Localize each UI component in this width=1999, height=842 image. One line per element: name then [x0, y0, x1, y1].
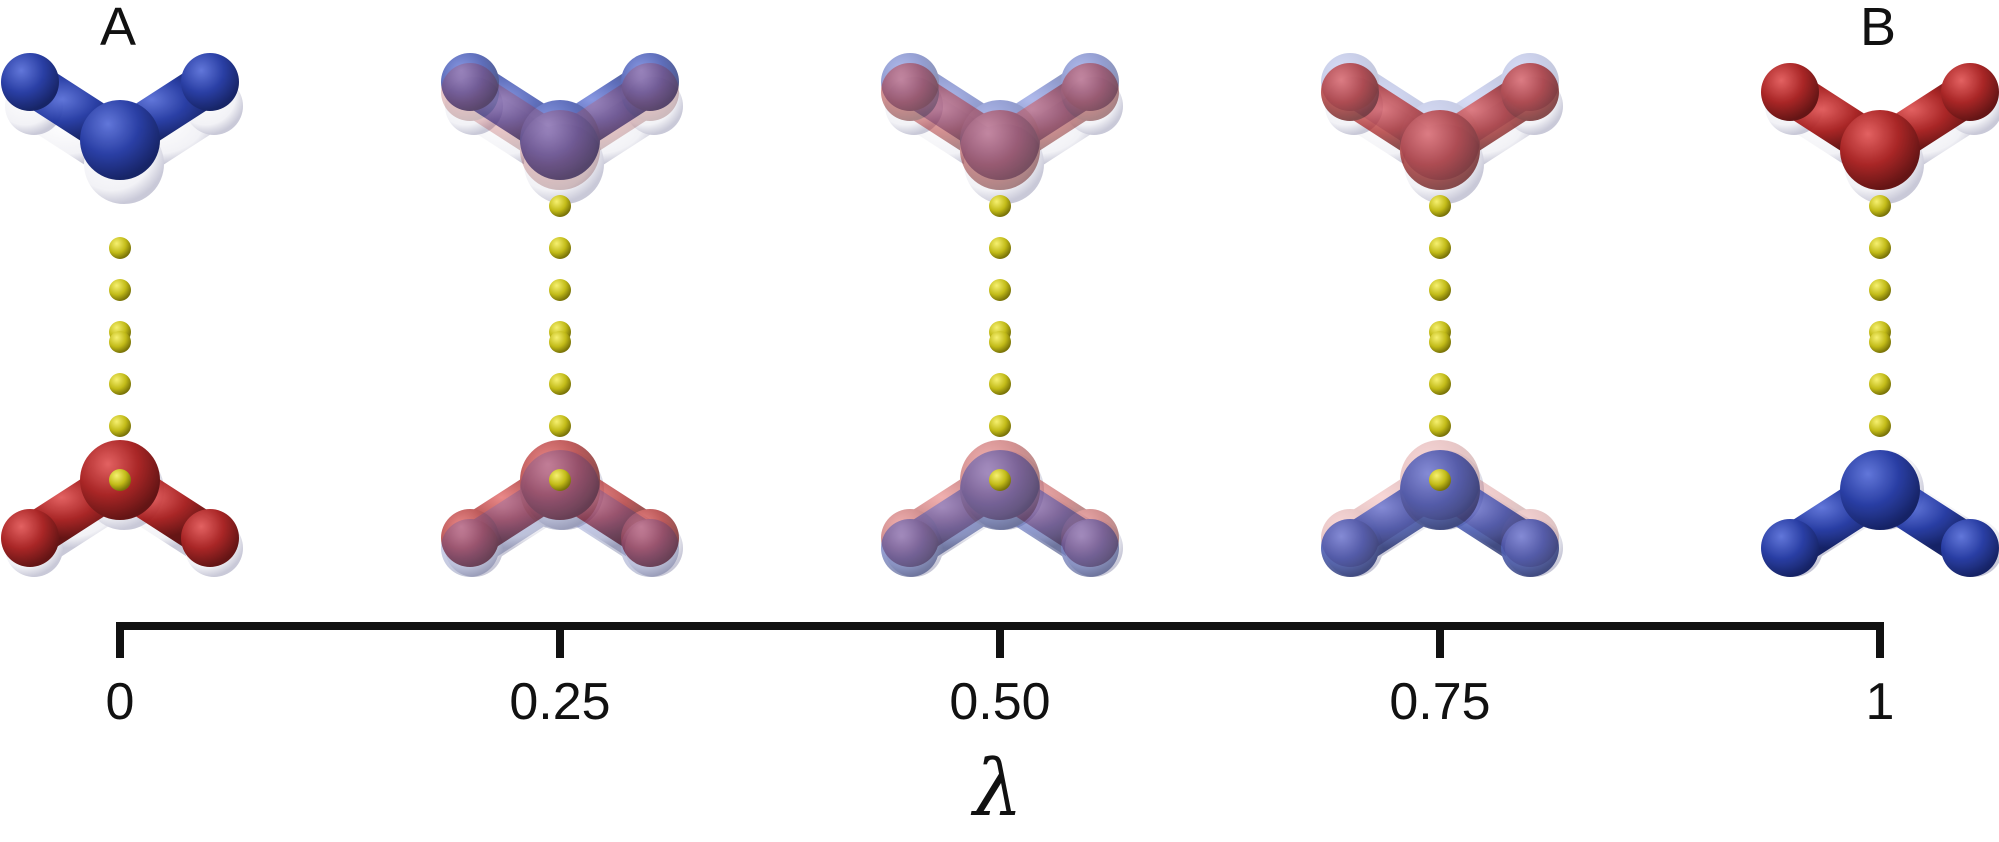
axis-title: λ [973, 744, 1023, 834]
tick-label-2: 0.50 [949, 673, 1051, 731]
structure-4-bottom-blue-atom-right [1941, 519, 1999, 577]
structure-3-bottom-blue-atom-left [1321, 519, 1379, 577]
structure-4-top-dummy-2 [1869, 279, 1891, 301]
structure-0-bottom-dummy-0 [109, 331, 131, 353]
structure-0-top-dummy-1 [109, 279, 131, 301]
tick-label-1: 0.25 [509, 673, 611, 731]
structure-3-top-dummy-1 [1429, 237, 1451, 259]
tick-label-3: 0.75 [1389, 673, 1491, 731]
structure-0-top-red-atom-center [80, 110, 160, 190]
structure-4-top-red-atom-left [1761, 63, 1819, 121]
state-b-label: B [1860, 0, 1897, 57]
structure-0-bottom-blue-atom-left [1, 519, 59, 577]
structure-2-bottom-blue [881, 450, 1119, 577]
structure-2-bottom-dummy-2 [989, 415, 1011, 437]
structure-1-top-dummy-0 [549, 195, 571, 217]
structure-2-top-red-atom-right [1061, 63, 1119, 121]
structure-2-top-dummy-2 [989, 279, 1011, 301]
structure-4 [1761, 63, 1999, 577]
structure-3 [1321, 53, 1563, 577]
structure-0-top-red-atom-left [1, 63, 59, 121]
structure-2-bottom-dummy-1 [989, 373, 1011, 395]
structure-3-bottom-dummy-1 [1429, 373, 1451, 395]
structure-0-top-red-atom-right [181, 63, 239, 121]
structure-3-top-dummy-2 [1429, 279, 1451, 301]
molecule-row [1, 53, 1999, 577]
structure-4-bottom-dummy-0 [1869, 331, 1891, 353]
structure-3-top-dummy-0 [1429, 195, 1451, 217]
structure-4-bottom-blue-atom-center [1840, 450, 1920, 530]
structure-1-top-red [441, 63, 679, 310]
structure-4-bottom-dummy-2 [1869, 415, 1891, 437]
structure-2-bottom-blue-atom-right [1061, 519, 1119, 577]
structure-0-bottom-dummy-2 [109, 415, 131, 437]
structure-0-bottom-dummy-3 [109, 469, 131, 491]
structure-2-bottom-dummy-3 [989, 469, 1011, 491]
structure-1-top-red-atom-center [520, 110, 600, 190]
structure-0-bottom-blue-atom-right [181, 519, 239, 577]
structure-3-bottom-blue-atom-right [1501, 519, 1559, 577]
structure-0-top-blue-atom-center [80, 100, 160, 180]
structure-0-top-blue [1, 53, 239, 180]
structure-0-top-blue-atom-right [181, 53, 239, 111]
structure-1-bottom-blue-atom-left [441, 519, 499, 577]
structure-0-bottom-red-atom-left [1, 509, 59, 567]
structure-2-top-dummy-1 [989, 237, 1011, 259]
structure-4-top-red-atom-center [1840, 110, 1920, 190]
structure-0 [1, 53, 243, 577]
structure-2-top-red-atom-center [960, 110, 1040, 190]
structure-1-bottom-dummy-2 [549, 415, 571, 437]
structure-4-bottom-dummy-1 [1869, 373, 1891, 395]
structure-1-top-red-atom-right [621, 63, 679, 121]
structure-3-bottom-dummy-3 [1429, 469, 1451, 491]
structure-2 [881, 53, 1123, 577]
structure-1-top-red-atom-left [441, 63, 499, 121]
structure-2-bottom-dummy-0 [989, 331, 1011, 353]
structure-0-bottom-red-atom-right [181, 509, 239, 567]
structure-1-top-dummy-1 [549, 237, 571, 259]
structure-4-top-red [1761, 63, 1999, 310]
structure-1-bottom-dummy-0 [549, 331, 571, 353]
structure-0-top-dummy-0 [109, 237, 131, 259]
structure-3-bottom-dummy-0 [1429, 331, 1451, 353]
structure-3-top-red [1321, 63, 1559, 310]
structure-2-bottom-blue-atom-left [881, 519, 939, 577]
structure-3-top-red-atom-center [1400, 110, 1480, 190]
structure-3-bottom-dummy-2 [1429, 415, 1451, 437]
tick-label-4: 1 [1865, 673, 1895, 731]
structure-2-top-red-atom-left [881, 63, 939, 121]
structure-4-bottom-blue-atom-left [1761, 519, 1819, 577]
structure-1-bottom-blue [441, 450, 679, 577]
state-a-label: A [100, 0, 137, 57]
structure-0-bottom-dummy-1 [109, 373, 131, 395]
structure-1 [441, 53, 683, 577]
structure-1-top-dummy-2 [549, 279, 571, 301]
structure-2-top-dummy-0 [989, 195, 1011, 217]
structure-4-top-dummy-0 [1869, 195, 1891, 217]
structure-4-top-dummy-1 [1869, 237, 1891, 259]
structure-2-top-red [881, 63, 1119, 310]
structure-1-bottom-dummy-1 [549, 373, 571, 395]
structure-4-bottom-blue [1761, 450, 1999, 577]
structure-3-top-red-atom-right [1501, 63, 1559, 121]
tick-label-0: 0 [105, 673, 135, 731]
structure-4-top-red-atom-right [1941, 63, 1999, 121]
structure-1-bottom-dummy-3 [549, 469, 571, 491]
structure-3-top-red-atom-left [1321, 63, 1379, 121]
structure-1-bottom-blue-atom-right [621, 519, 679, 577]
lambda-axis [116, 622, 1884, 658]
structure-0-top-blue-atom-left [1, 53, 59, 111]
